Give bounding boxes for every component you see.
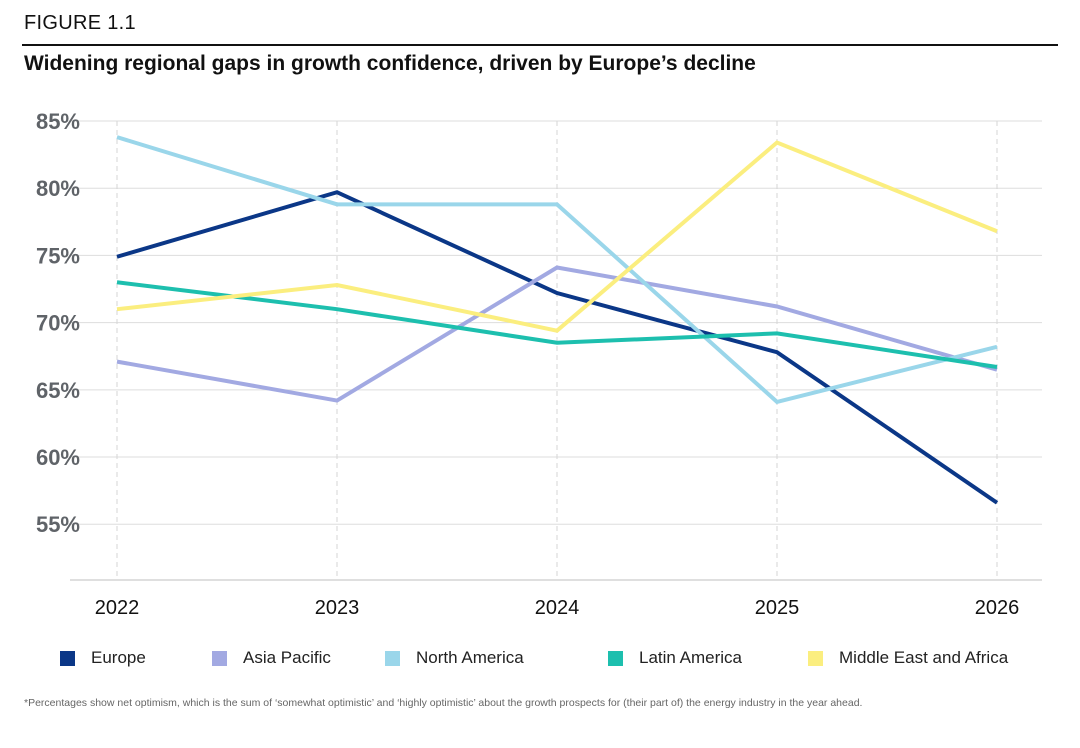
x-tick-label: 2024 (535, 597, 580, 619)
y-tick-label: 55% (36, 512, 80, 537)
y-tick-label: 80% (36, 176, 80, 201)
line-chart: 85% 80% 75% 70% 65% 60% 55% 2022 2023 2024 2025 202… (36, 109, 1042, 619)
legend-item-north-america: North America (385, 648, 524, 668)
series-line-middle-east-and-africa (116, 140, 998, 333)
legend-swatch (808, 650, 823, 666)
y-tick-label: 75% (36, 243, 80, 268)
legend-label: Europe (91, 648, 146, 667)
legend-item-middle-east-and-africa: Middle East and Africa (808, 648, 1008, 668)
legend-item-europe: Europe (60, 648, 146, 668)
x-tick-label: 2026 (975, 597, 1020, 619)
x-tick-label: 2025 (755, 597, 800, 619)
legend-item-asia-pacific: Asia Pacific (212, 648, 331, 668)
series-line-europe (116, 190, 999, 505)
title-rule (22, 44, 1058, 46)
series-line-north-america (116, 135, 998, 405)
series-line-latin-america (116, 280, 998, 369)
legend-swatch (212, 650, 227, 666)
chart-title: Widening regional gaps in growth confide… (24, 52, 756, 75)
legend-label: North America (416, 648, 524, 667)
legend-swatch (385, 650, 400, 666)
figure-label: FIGURE 1.1 (24, 12, 136, 34)
legend-label: Asia Pacific (243, 648, 331, 667)
series-line-asia-pacific (116, 265, 998, 403)
y-tick-label: 70% (36, 311, 80, 336)
footnote: *Percentages show net optimism, which is… (24, 697, 863, 709)
legend-swatch (608, 650, 623, 666)
legend-swatch (60, 650, 75, 666)
chart-legend: Europe Asia Pacific North America Latin Ame… (60, 648, 1050, 672)
y-tick-label: 65% (36, 378, 80, 403)
x-tick-label: 2023 (315, 597, 360, 619)
legend-label: Latin America (639, 648, 742, 667)
y-tick-label: 85% (36, 109, 80, 134)
legend-label: Middle East and Africa (839, 648, 1009, 667)
x-tick-label: 2022 (95, 597, 140, 619)
legend-item-latin-america: Latin America (608, 648, 742, 668)
y-tick-label: 60% (36, 445, 80, 470)
